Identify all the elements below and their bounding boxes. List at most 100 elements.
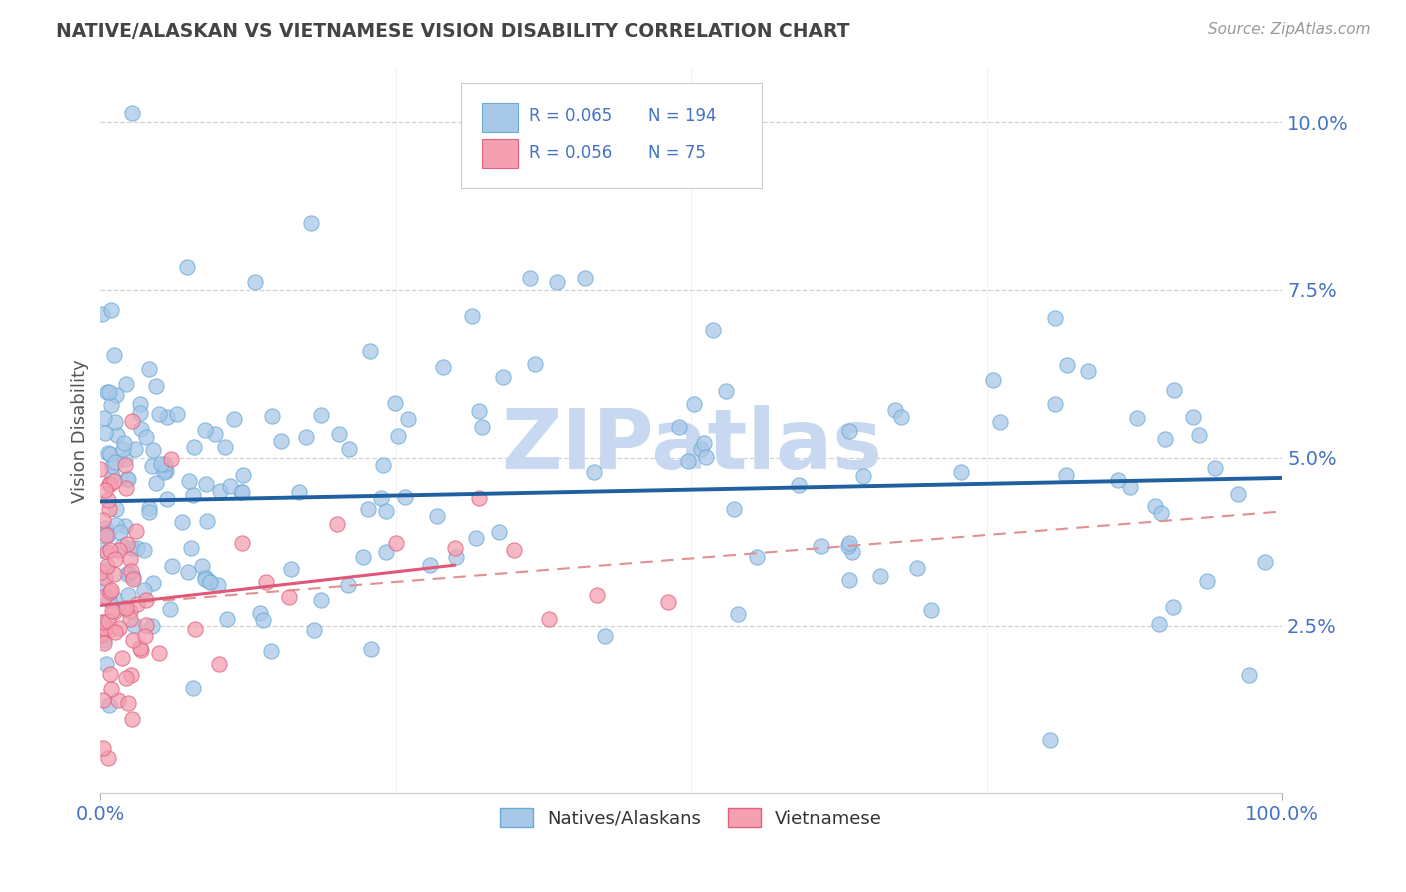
Point	[135, 430, 157, 444]
Point	[538, 612, 561, 626]
Point	[94, 526, 117, 541]
Point	[1149, 617, 1171, 632]
Point	[260, 409, 283, 424]
Point	[93, 636, 115, 650]
Point	[1237, 668, 1260, 682]
Point	[207, 657, 229, 672]
Point	[118, 552, 141, 566]
Point	[890, 409, 912, 424]
Point	[309, 408, 332, 422]
Point	[194, 572, 217, 586]
Point	[98, 477, 121, 491]
Point	[837, 539, 859, 553]
Point	[98, 476, 121, 491]
Point	[582, 465, 605, 479]
Point	[93, 590, 115, 604]
Point	[695, 450, 717, 464]
Point	[693, 436, 716, 450]
Point	[172, 516, 194, 530]
Point	[98, 585, 121, 599]
Point	[118, 612, 141, 626]
Point	[810, 540, 832, 554]
Point	[94, 571, 117, 585]
Point	[727, 607, 749, 622]
Point	[1045, 397, 1067, 411]
Point	[104, 624, 127, 639]
Point	[162, 558, 184, 573]
Point	[183, 440, 205, 454]
Point	[949, 466, 972, 480]
Point	[232, 468, 254, 483]
Point	[117, 537, 139, 551]
Point	[278, 590, 301, 604]
Point	[990, 415, 1012, 429]
Point	[357, 502, 380, 516]
Point	[108, 543, 131, 558]
Point	[593, 629, 616, 643]
Point	[156, 491, 179, 506]
Point	[394, 490, 416, 504]
Point	[125, 524, 148, 538]
Point	[91, 615, 114, 630]
Point	[103, 567, 125, 582]
Point	[716, 384, 738, 398]
Point	[215, 612, 238, 626]
Point	[93, 563, 115, 577]
Point	[787, 478, 810, 492]
Point	[1204, 460, 1226, 475]
Point	[1144, 499, 1167, 513]
Point	[94, 483, 117, 497]
Point	[132, 583, 155, 598]
Point	[1254, 555, 1277, 569]
Point	[90, 565, 112, 579]
Text: N = 194: N = 194	[648, 107, 716, 125]
Point	[337, 442, 360, 456]
Point	[838, 425, 860, 439]
Point	[115, 671, 138, 685]
Point	[104, 455, 127, 469]
Point	[1182, 409, 1205, 424]
Point	[419, 558, 441, 572]
Point	[1119, 480, 1142, 494]
FancyBboxPatch shape	[482, 139, 517, 168]
Point	[141, 458, 163, 473]
Point	[105, 501, 128, 516]
Point	[96, 614, 118, 628]
Point	[426, 508, 449, 523]
Point	[359, 343, 381, 358]
Point	[98, 698, 121, 712]
Point	[224, 412, 246, 426]
Point	[148, 408, 170, 422]
Point	[254, 574, 277, 589]
Point	[1077, 364, 1099, 378]
Point	[142, 576, 165, 591]
Point	[132, 543, 155, 558]
Point	[683, 397, 706, 411]
Point	[125, 597, 148, 611]
Point	[488, 525, 510, 540]
Point	[328, 426, 350, 441]
Point	[112, 436, 135, 450]
Point	[461, 310, 484, 324]
Point	[97, 445, 120, 459]
Point	[657, 595, 679, 609]
FancyBboxPatch shape	[482, 103, 517, 132]
Point	[93, 633, 115, 648]
Point	[905, 560, 928, 574]
Point	[920, 602, 942, 616]
Point	[574, 271, 596, 285]
Point	[309, 593, 332, 607]
Point	[252, 614, 274, 628]
Point	[180, 541, 202, 556]
Point	[118, 566, 141, 580]
Point	[134, 629, 156, 643]
Point	[122, 632, 145, 647]
Point	[91, 580, 114, 594]
Point	[108, 525, 131, 540]
Point	[387, 429, 409, 443]
Point	[114, 518, 136, 533]
Point	[103, 592, 125, 607]
Point	[384, 396, 406, 410]
Point	[93, 411, 115, 425]
Point	[198, 574, 221, 589]
